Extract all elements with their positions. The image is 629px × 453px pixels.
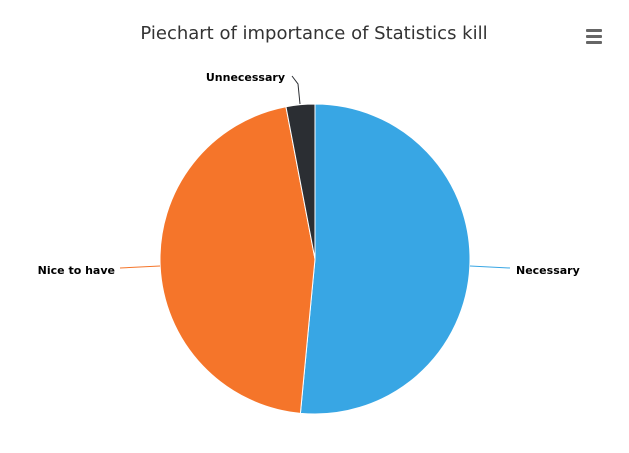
hamburger-menu-icon-bar [586,40,602,44]
chart-menu-button[interactable] [580,24,608,48]
hamburger-menu-icon-bar [586,34,602,38]
pie-slice-unnecessary[interactable] [285,103,316,260]
connector-line-necessary [469,265,511,269]
connector-line-unnecessary [291,75,301,105]
connector-line-nice-to-have [119,265,161,269]
pie-slice-nice-to-have[interactable] [159,106,316,414]
pie-slices [159,103,471,415]
slice-label-necessary: Necessary [516,264,580,277]
slice-label-nice-to-have: Nice to have [38,264,115,277]
slice-label-unnecessary: Unnecessary [206,71,285,84]
chart-title: Piechart of importance of Statistics kil… [140,23,487,44]
pie-labels: Necessary Nice to have Unnecessary [38,71,580,277]
hamburger-menu-icon [586,28,602,32]
pie-slice-necessary[interactable] [299,103,471,415]
